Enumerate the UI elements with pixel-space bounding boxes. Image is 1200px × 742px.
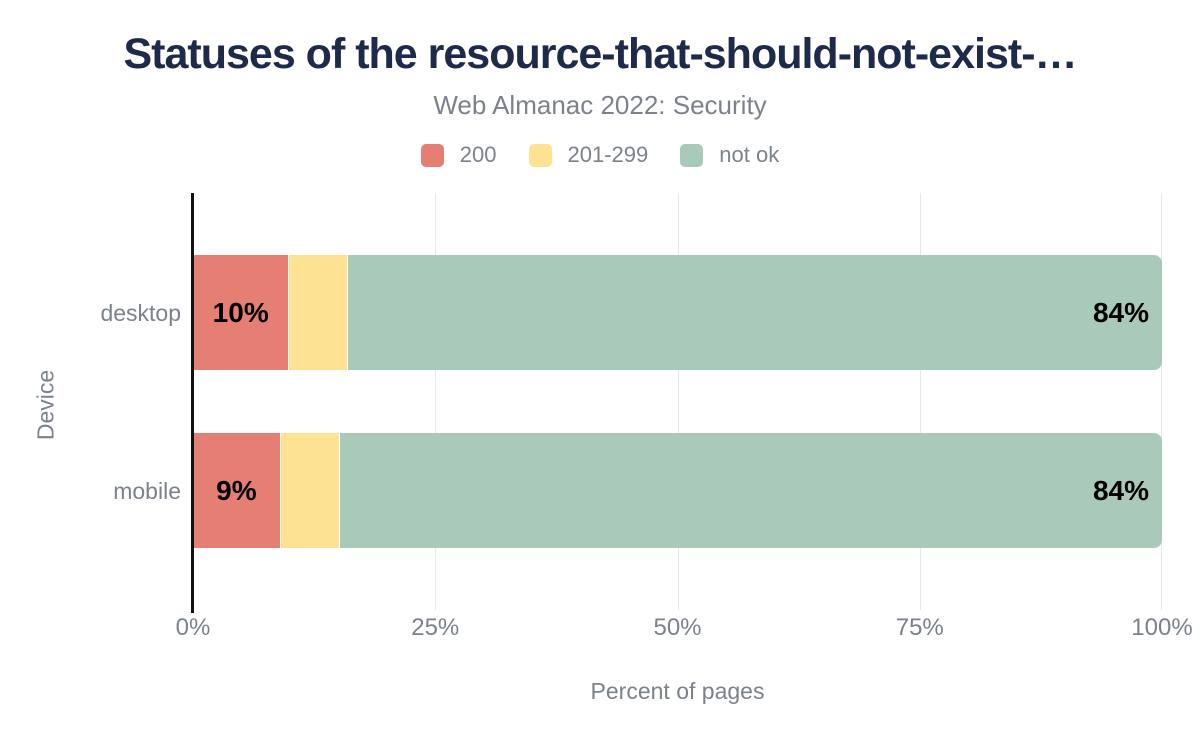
bar-mobile-segment-200[interactable]: 9%: [193, 433, 280, 548]
y-axis-title: Device: [32, 369, 59, 441]
bar-desktop-segment-201-299[interactable]: [288, 255, 347, 370]
category-label-mobile: mobile: [113, 478, 181, 504]
bar-mobile-label-not-ok: 84%: [1092, 474, 1149, 506]
gridline-25: [435, 193, 437, 610]
y-axis-line: [191, 193, 194, 613]
x-axis-title: Percent of pages: [590, 678, 765, 704]
x-tick-50: 50%: [653, 614, 702, 641]
bar-desktop-label-not-ok: 84%: [1092, 296, 1149, 328]
legend-item-not-ok[interactable]: not ok: [680, 142, 780, 167]
gridline-75: [919, 193, 921, 610]
legend: 200 201-299 not ok: [0, 140, 1200, 170]
x-tick-0: 0%: [175, 614, 211, 641]
plot-area: 10% 84% 9% 84%: [191, 193, 1162, 613]
category-label-desktop: desktop: [100, 300, 181, 326]
legend-label-not-ok: not ok: [719, 142, 780, 167]
legend-label-201-299: 201-299: [567, 142, 649, 167]
chart-subtitle: Web Almanac 2022: Security: [433, 90, 767, 120]
bar-mobile-segment-201-299[interactable]: [279, 433, 339, 548]
chart-title: Statuses of the resource-that-should-not…: [123, 30, 1077, 78]
bar-mobile-label-200: 9%: [216, 474, 257, 506]
x-tick-75: 75%: [895, 614, 944, 641]
legend-swatch-201-299: [528, 143, 552, 167]
bar-mobile-segment-not-ok[interactable]: 84%: [338, 433, 1162, 548]
legend-label-200: 200: [459, 142, 497, 167]
bar-desktop-label-200: 10%: [212, 296, 269, 328]
bar-desktop: 10% 84%: [193, 255, 1162, 370]
legend-swatch-not-ok: [680, 143, 704, 167]
gridline-50: [677, 193, 679, 610]
bar-desktop-segment-200[interactable]: 10%: [193, 255, 289, 370]
x-axis-ticks: 0% 25% 50% 75% 100%: [176, 614, 1193, 642]
gridline-100: [1161, 193, 1162, 610]
x-tick-25: 25%: [411, 614, 460, 641]
x-tick-100: 100%: [1131, 614, 1193, 641]
bar-mobile: 9% 84%: [193, 433, 1162, 548]
legend-swatch-200: [420, 143, 444, 167]
legend-item-201-299[interactable]: 201-299: [528, 142, 649, 167]
legend-item-200[interactable]: 200: [420, 142, 497, 167]
bar-desktop-segment-not-ok[interactable]: 84%: [346, 255, 1162, 370]
